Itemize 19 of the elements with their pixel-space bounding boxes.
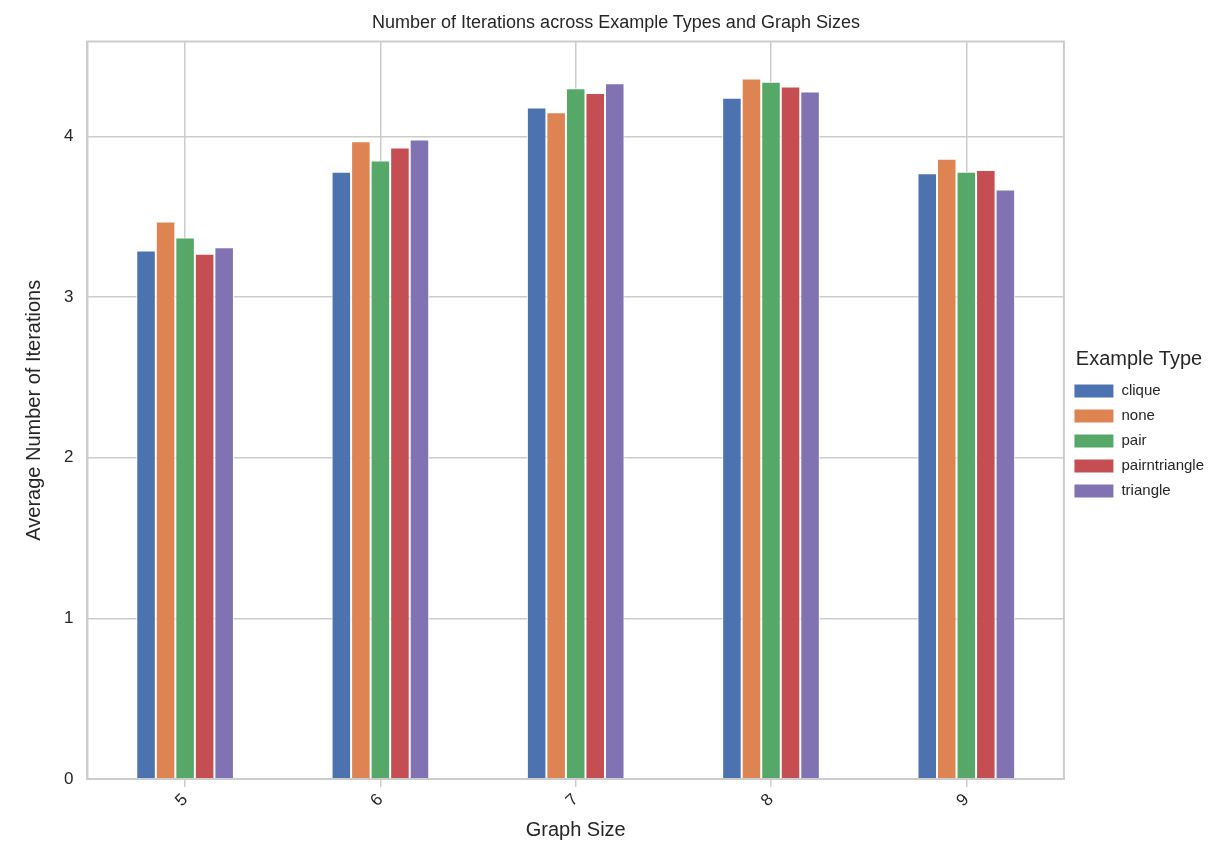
y-tick-label: 4 (63, 126, 74, 146)
legend-label: pairntriangle (1121, 456, 1205, 474)
legend-label: none (1121, 406, 1155, 424)
y-tick-label: 2 (63, 447, 74, 467)
legend-label: triangle (1121, 481, 1171, 499)
legend-label: pair (1121, 431, 1147, 449)
x-tick-label: 8 (757, 789, 778, 810)
y-axis-title: Average Number of Iterations (21, 279, 44, 541)
x-axis-title: Graph Size (525, 817, 626, 840)
x-tick-label: 7 (561, 789, 582, 810)
legend-label: clique (1121, 381, 1161, 399)
y-tick-label: 3 (63, 286, 74, 306)
chart-title: Number of Iterations across Example Types and Graph Sizes (372, 11, 860, 32)
x-tick-label: 9 (952, 789, 973, 810)
y-tick-label: 0 (63, 768, 74, 788)
y-tick-label: 1 (63, 607, 74, 627)
x-tick-label: 5 (171, 789, 192, 810)
legend-title: Example Type (1075, 347, 1203, 370)
x-tick-label: 6 (366, 789, 387, 810)
